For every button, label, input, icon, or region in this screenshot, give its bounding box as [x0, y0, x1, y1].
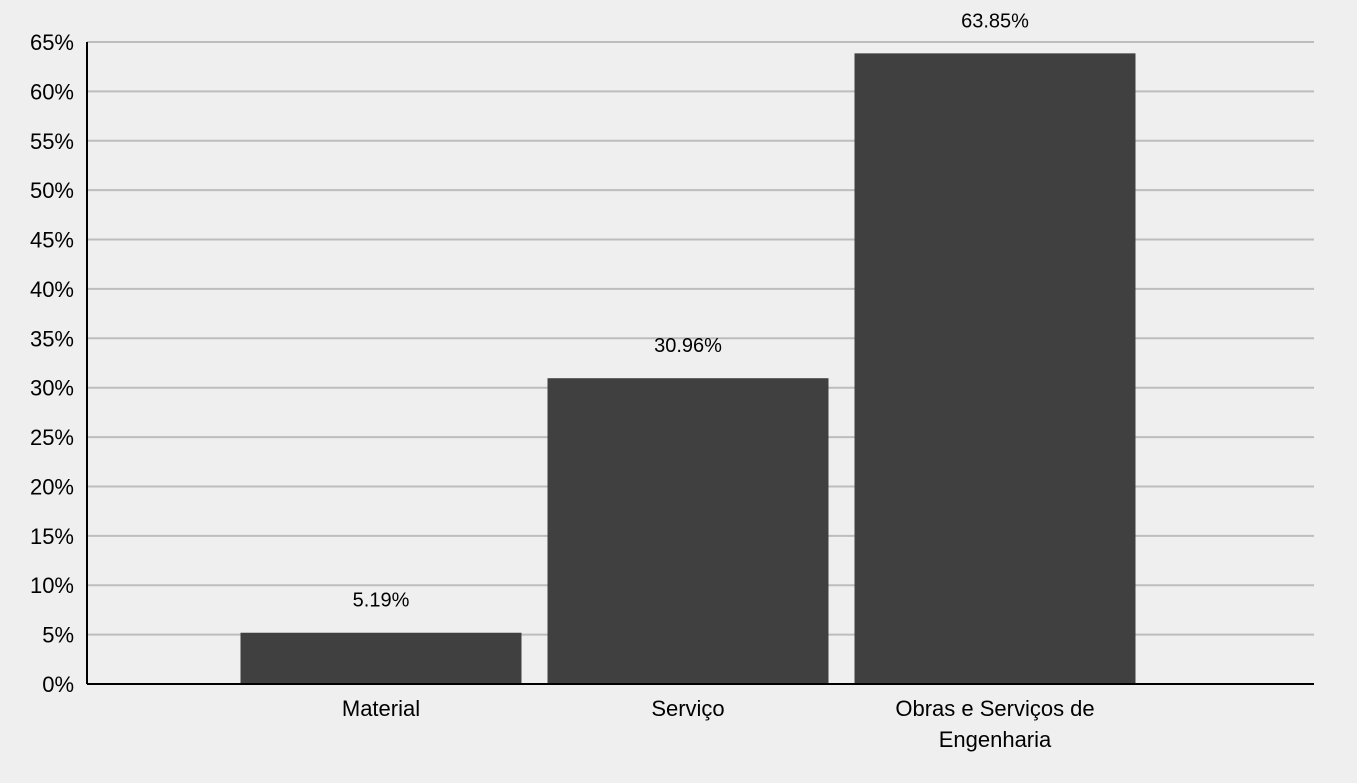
y-tick-label: 15% [30, 524, 74, 549]
data-label: 63.85% [961, 10, 1029, 32]
bar [854, 53, 1136, 685]
y-tick-label: 30% [30, 376, 74, 401]
y-tick-label: 0% [42, 672, 74, 697]
y-tick-label: 60% [30, 79, 74, 104]
data-label: 5.19% [353, 590, 410, 612]
y-tick-label: 40% [30, 277, 74, 302]
bar [240, 632, 522, 684]
x-tick-label: Obras e Serviços de [895, 696, 1094, 721]
x-tick-label: Engenharia [939, 727, 1052, 752]
axes [86, 42, 1314, 685]
y-tick-label: 55% [30, 129, 74, 154]
bars [240, 53, 1136, 685]
y-tick-label: 10% [30, 573, 74, 598]
y-tick-label: 45% [30, 228, 74, 253]
y-tick-label: 20% [30, 474, 74, 499]
y-tick-label: 35% [30, 326, 74, 351]
bar [547, 378, 829, 684]
y-tick-label: 5% [42, 623, 74, 648]
labels: 0% 5% 10% 15% 20% 25% 30% 35% 40% 45% 50% 55% 60% 65%… [30, 10, 1095, 752]
y-tick-label: 50% [30, 178, 74, 203]
data-label: 30.96% [654, 335, 722, 357]
x-tick-label: Serviço [651, 696, 724, 721]
y-tick-label: 65% [30, 30, 74, 55]
y-tick-label: 25% [30, 425, 74, 450]
x-tick-label: Material [342, 696, 420, 721]
